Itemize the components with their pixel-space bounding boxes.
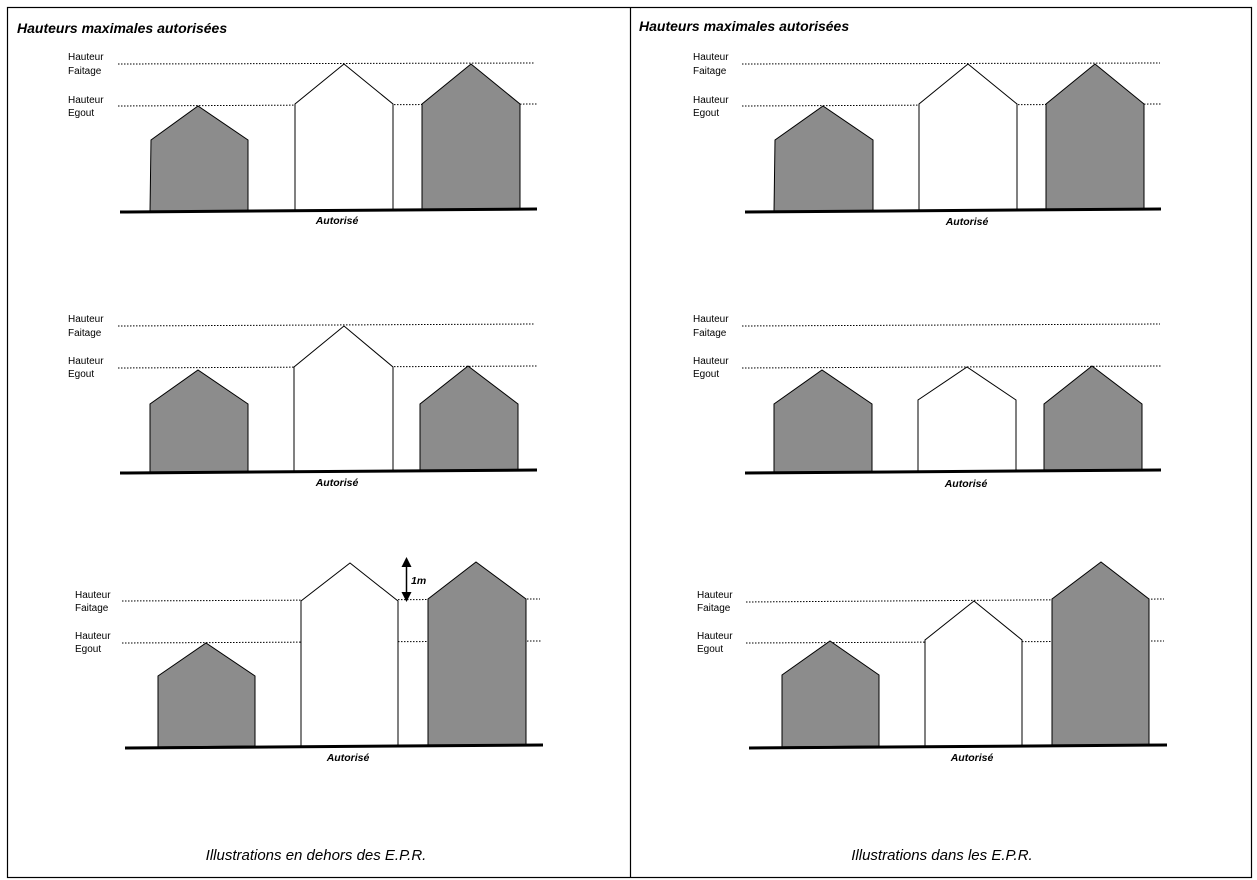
row-caption: Autorisé <box>326 752 370 764</box>
faitage-label-line1: Hauteur <box>68 52 104 63</box>
diagram-row-1: Hauteur Faitage Hauteur Egout Autorisé <box>68 52 538 227</box>
faitage-label-line1: Hauteur <box>75 590 111 601</box>
faitage-label-line1: Hauteur <box>693 314 729 325</box>
faitage-label-line2: Faitage <box>697 603 731 614</box>
ground-line <box>124 743 544 750</box>
egout-label-line2: Egout <box>693 108 719 119</box>
faitage-height-line <box>741 323 1161 327</box>
faitage-label-line1: Hauteur <box>697 590 733 601</box>
row-caption: Autorisé <box>315 215 359 227</box>
gray-building <box>1045 63 1145 211</box>
egout-label-line1: Hauteur <box>68 95 104 106</box>
panel-footer: Illustrations dans les E.P.R. <box>851 847 1032 864</box>
faitage-height-line <box>741 62 1161 65</box>
egout-height-line <box>741 365 1162 369</box>
faitage-label-line1: Hauteur <box>68 314 104 325</box>
egout-label-line2: Egout <box>693 369 719 380</box>
row-caption: Autorisé <box>945 216 989 228</box>
gray-building <box>419 365 519 472</box>
egout-label-line1: Hauteur <box>75 631 111 642</box>
faitage-label-line2: Faitage <box>693 66 727 77</box>
faitage-label-line2: Faitage <box>693 328 727 339</box>
gray-building <box>1051 561 1150 746</box>
faitage-label-line2: Faitage <box>68 328 102 339</box>
diagram-row-3: Hauteur Faitage Hauteur Egout Autorisé <box>697 561 1168 764</box>
panel-right: Hauteurs maximales autorisées Hauteur Fa… <box>639 18 1168 864</box>
diagram-row-2: Hauteur Faitage Hauteur Egout Autorisé <box>693 314 1162 490</box>
panel-title: Hauteurs maximales autorisées <box>17 20 227 36</box>
egout-label-line2: Egout <box>697 644 723 655</box>
ground-line <box>748 743 1168 750</box>
gray-building <box>773 105 874 213</box>
faitage-label-line2: Faitage <box>75 603 109 614</box>
gray-building <box>421 63 521 211</box>
ground-line <box>744 207 1162 214</box>
white-building <box>293 325 394 472</box>
ground-line <box>119 207 538 214</box>
white-building <box>917 366 1017 472</box>
outer-frame <box>6 6 1253 879</box>
egout-label-line2: Egout <box>68 369 94 380</box>
gray-building <box>149 369 249 474</box>
gray-building <box>773 369 873 474</box>
egout-label-line1: Hauteur <box>68 356 104 367</box>
panel-footer: Illustrations en dehors des E.P.R. <box>206 847 427 864</box>
panel-title: Hauteurs maximales autorisées <box>639 18 849 34</box>
gray-building <box>427 561 527 746</box>
egout-label-line2: Egout <box>75 644 101 655</box>
diagram-row-3: Hauteur Faitage Hauteur Egout Autorisé 1… <box>75 557 544 764</box>
ground-line <box>119 468 538 475</box>
gray-building <box>149 105 249 213</box>
faitage-height-line <box>117 62 536 65</box>
faitage-label-line1: Hauteur <box>693 52 729 63</box>
white-building <box>294 63 394 211</box>
faitage-height-line <box>117 323 536 327</box>
egout-label-line1: Hauteur <box>693 356 729 367</box>
ground-line <box>744 468 1162 475</box>
egout-label-line2: Egout <box>68 108 94 119</box>
row-caption: Autorisé <box>315 477 359 489</box>
white-building <box>918 63 1018 211</box>
dimension-label: 1m <box>411 575 426 587</box>
white-building <box>924 600 1023 747</box>
gray-building <box>1043 365 1143 472</box>
egout-label-line1: Hauteur <box>693 95 729 106</box>
row-caption: Autorisé <box>944 478 988 490</box>
row-caption: Autorisé <box>950 752 994 764</box>
faitage-label-line2: Faitage <box>68 66 102 77</box>
white-building <box>300 562 399 747</box>
gray-building <box>157 642 256 748</box>
panel-left: Hauteurs maximales autorisées Hauteur Fa… <box>17 20 544 864</box>
dimension-arrow <box>401 557 412 602</box>
diagram-row-1: Hauteur Faitage Hauteur Egout Autorisé <box>693 52 1162 228</box>
egout-label-line1: Hauteur <box>697 631 733 642</box>
diagram-row-2: Hauteur Faitage Hauteur Egout Autorisé <box>68 314 538 489</box>
gray-building <box>781 640 880 748</box>
